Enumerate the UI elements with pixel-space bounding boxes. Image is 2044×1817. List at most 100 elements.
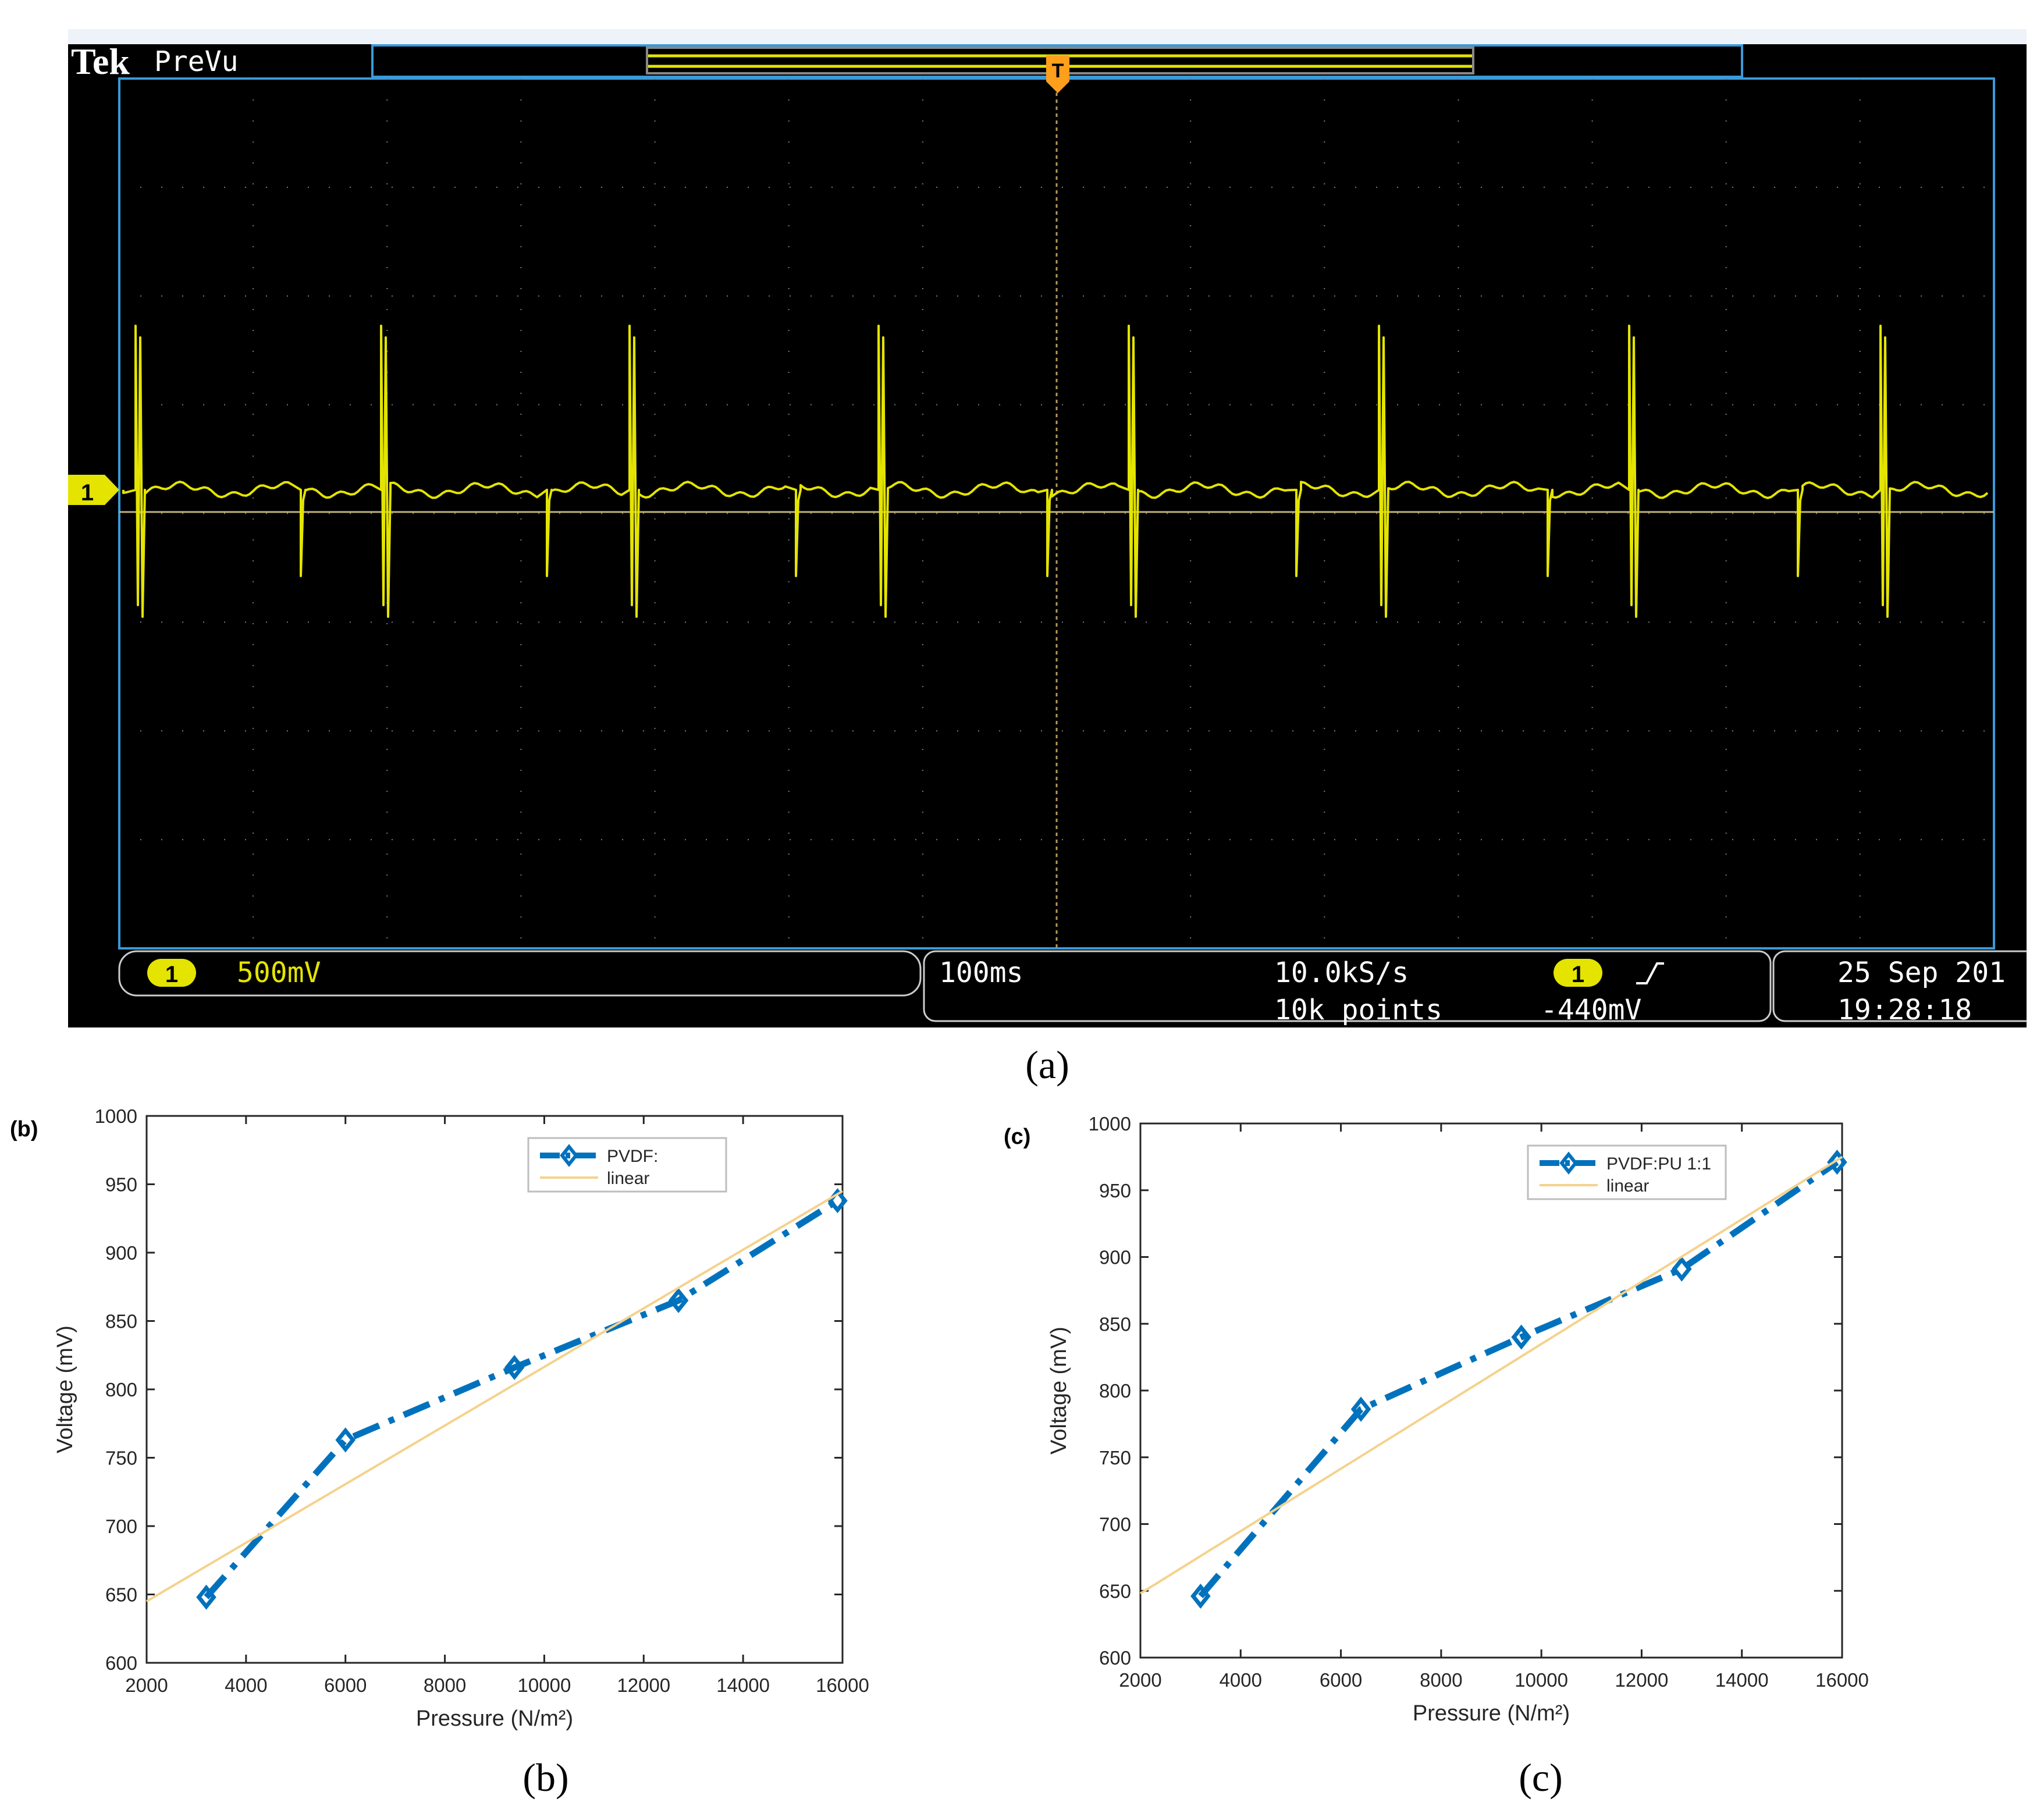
- x-tick-label: 4000: [1220, 1669, 1262, 1691]
- channel-1-marker[interactable]: 1: [68, 475, 119, 506]
- y-tick-label: 750: [1099, 1447, 1131, 1468]
- graticule-grid: [119, 79, 1994, 948]
- y-tick-label: 1000: [95, 1105, 137, 1127]
- x-tick-label: 16000: [816, 1674, 869, 1696]
- trigger-marker-shape: [1046, 55, 1069, 93]
- trigger-position-marker[interactable]: T: [1046, 55, 1069, 93]
- data-point-marker: [335, 1427, 356, 1453]
- y-tick-label: 950: [105, 1174, 137, 1196]
- channel-readout-pill: [147, 959, 196, 987]
- x-tick-label: 8000: [424, 1674, 466, 1696]
- horizontal-readout[interactable]: 100ms 10.0kS/s 10k points 1 -440mV: [923, 950, 1772, 1026]
- x-tick-label: 10000: [1515, 1669, 1568, 1691]
- x-tick-label: 4000: [225, 1674, 267, 1696]
- x-tick-label: 6000: [324, 1674, 367, 1696]
- x-axis-label: Pressure (N/m²): [416, 1706, 573, 1731]
- datetime-readout: 25 Sep 201 19:28:18: [1772, 950, 2044, 1026]
- chart-b: 2000 4000 6000 8000 10000 12000 14000 16000 600 6…: [10, 1105, 869, 1731]
- trigger-marker-label: T: [1052, 60, 1064, 82]
- rising-edge-icon: [1636, 962, 1664, 984]
- data-point-marker: [1350, 1396, 1371, 1422]
- y-tick-label: 850: [1099, 1313, 1131, 1335]
- right-margin-cover: [2027, 0, 2044, 1047]
- data-point-marker: [196, 1584, 216, 1610]
- y-tick-label: 700: [105, 1516, 137, 1537]
- brand-logo: Tek: [71, 41, 130, 82]
- channel-readout[interactable]: 1 500mV: [118, 950, 922, 997]
- data-point-marker: [504, 1354, 525, 1381]
- data-point-marker: [1511, 1324, 1531, 1350]
- acquisition-mode: PreVu: [154, 45, 239, 78]
- scope-light-band: [68, 29, 2027, 44]
- trigger-channel: 1: [1572, 962, 1584, 987]
- chart-c: 2000 4000 6000 8000 10000 12000 14000 16000 600 6…: [1004, 1113, 1869, 1726]
- legend-box: [1527, 1144, 1727, 1200]
- x-axis-label: Pressure (N/m²): [1413, 1701, 1570, 1726]
- data-point-marker: [668, 1288, 689, 1313]
- y-axis-label: Voltage (mV): [53, 1325, 77, 1453]
- y-axis-label: Voltage (mV): [1047, 1327, 1071, 1455]
- data-point-marker: [1827, 1149, 1847, 1175]
- datetime-box: [1772, 950, 2044, 1022]
- x-tick-label: 2000: [125, 1674, 168, 1696]
- x-tick-label: 8000: [1420, 1669, 1462, 1691]
- caption-b: (b): [522, 1755, 568, 1800]
- y-tick-label: 650: [105, 1584, 137, 1606]
- legend-label: PVDF:: [607, 1147, 658, 1166]
- channel-readout-number: 1: [165, 962, 178, 987]
- y-tick-label: 900: [105, 1242, 137, 1264]
- y-tick-label: 600: [1099, 1647, 1131, 1669]
- y-tick-label: 950: [1099, 1180, 1131, 1201]
- y-tick-label: 850: [105, 1311, 137, 1332]
- x-tick-label: 14000: [716, 1674, 770, 1696]
- channel-1-marker-label: 1: [81, 480, 94, 506]
- channel-1-marker-shape: [68, 475, 119, 505]
- trigger-level: -440mV: [1541, 994, 1641, 1026]
- panel-label: (b): [10, 1117, 38, 1142]
- sample-rate: 10.0kS/s: [1274, 956, 1409, 989]
- plot-area: [145, 1115, 844, 1664]
- legend-marker: [1559, 1151, 1578, 1175]
- panel-label: (c): [1004, 1125, 1030, 1149]
- time-per-div: 100ms: [939, 956, 1023, 989]
- data-point-marker: [1190, 1583, 1211, 1609]
- legend-label: PVDF:PU 1:1: [1606, 1154, 1711, 1174]
- y-tick-label: 900: [1099, 1247, 1131, 1268]
- y-tick-label: 650: [1099, 1580, 1131, 1602]
- x-tick-label: 12000: [1615, 1669, 1669, 1691]
- caption-a: (a): [1025, 1043, 1069, 1087]
- series-linear-line: [1139, 1155, 1843, 1595]
- series-line: [204, 1198, 840, 1599]
- y-tick-label: 800: [1099, 1380, 1131, 1402]
- time: 19:28:18: [1837, 994, 1972, 1026]
- legend-label: linear: [607, 1169, 649, 1188]
- x-tick-label: 2000: [1119, 1669, 1161, 1691]
- y-tick-label: 800: [105, 1379, 137, 1400]
- series-line: [1198, 1160, 1839, 1598]
- x-tick-label: 14000: [1715, 1669, 1769, 1691]
- y-tick-label: 600: [105, 1652, 137, 1674]
- data-point-marker: [1672, 1256, 1692, 1282]
- legend-label: linear: [1606, 1176, 1649, 1196]
- x-tick-label: 6000: [1320, 1669, 1362, 1691]
- x-tick-label: 10000: [518, 1674, 571, 1696]
- horizontal-readout-box: [923, 950, 1772, 1022]
- volts-per-div: 500mV: [237, 956, 321, 989]
- channel-readout-box: [118, 950, 922, 997]
- legend-marker: [560, 1144, 578, 1167]
- channel-1-trace: [122, 325, 1989, 618]
- plot-area: [1139, 1122, 1843, 1659]
- x-tick-label: 16000: [1815, 1669, 1869, 1691]
- legend-box: [527, 1137, 727, 1193]
- y-tick-label: 750: [105, 1448, 137, 1469]
- date: 25 Sep 201: [1837, 956, 2006, 989]
- y-tick-label: 1000: [1089, 1113, 1131, 1135]
- series-linear-line: [145, 1190, 844, 1603]
- record-length: 10k points: [1274, 994, 1442, 1026]
- x-tick-label: 12000: [617, 1674, 670, 1696]
- trigger-channel-pill: [1554, 959, 1602, 987]
- y-tick-label: 700: [1099, 1514, 1131, 1535]
- oscilloscope-panel: Tek PreVu T 1 1 500mV 100ms: [68, 29, 2044, 1027]
- caption-c: (c): [1519, 1755, 1562, 1800]
